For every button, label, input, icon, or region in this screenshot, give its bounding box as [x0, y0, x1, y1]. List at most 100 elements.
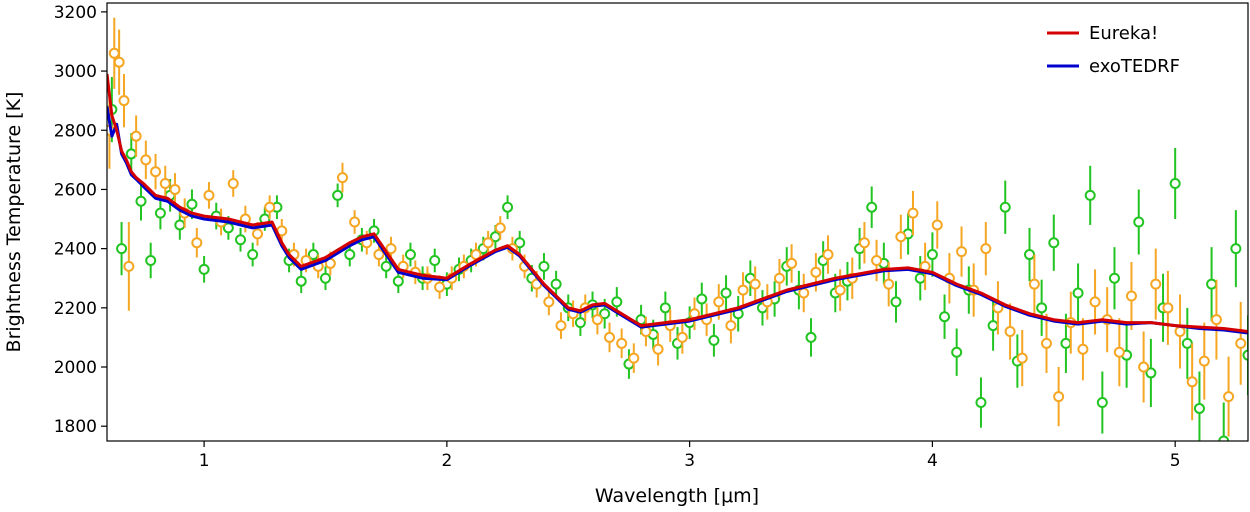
y-tick-label: 2000: [54, 358, 97, 378]
data-point: [980, 243, 992, 255]
data-point: [713, 296, 725, 308]
data-point: [1048, 237, 1060, 249]
data-point: [987, 320, 999, 332]
y-tick-label: 3000: [54, 62, 97, 82]
data-point: [749, 278, 761, 290]
data-point: [1016, 352, 1028, 364]
data-point: [907, 207, 919, 219]
data-point: [1230, 243, 1242, 255]
data-point: [798, 287, 810, 299]
data-point: [1218, 435, 1230, 441]
data-point: [1053, 391, 1065, 403]
data-point: [125, 148, 137, 160]
series-line-eureka: [107, 73, 1248, 333]
data-point: [834, 284, 846, 296]
data-point: [1138, 361, 1150, 373]
legend: Eureka! exoTEDRF: [1047, 23, 1180, 77]
y-tick-label: 2800: [54, 121, 97, 141]
data-point: [1145, 367, 1157, 379]
data-point: [914, 272, 926, 284]
data-point: [890, 296, 902, 308]
data-point: [332, 189, 344, 201]
data-point: [118, 95, 130, 107]
data-point: [116, 243, 128, 255]
data-point: [1036, 302, 1048, 314]
data-point: [866, 201, 878, 213]
data-point: [295, 275, 307, 287]
data-point: [737, 284, 749, 296]
data-point: [1084, 189, 1096, 201]
data-point: [150, 166, 162, 178]
legend-label-eureka: Eureka!: [1089, 23, 1158, 44]
data-point: [1223, 391, 1235, 403]
data-point: [494, 222, 506, 234]
data-point: [1125, 290, 1137, 302]
data-point: [145, 254, 157, 266]
data-point: [108, 47, 120, 59]
data-point: [1024, 249, 1036, 261]
y-tick-label: 2600: [54, 180, 97, 200]
data-point: [611, 296, 623, 308]
data-point: [591, 314, 603, 326]
data-point: [1235, 337, 1247, 349]
data-point: [786, 257, 798, 269]
x-tick-label: 1: [199, 451, 210, 471]
data-point: [1181, 337, 1193, 349]
data-point: [349, 216, 361, 228]
data-point: [659, 302, 671, 314]
data-point: [174, 219, 186, 231]
data-point: [939, 311, 951, 323]
data-point: [1198, 355, 1210, 367]
data-point: [434, 281, 446, 293]
data-point: [1096, 397, 1108, 409]
data-point: [344, 249, 356, 261]
data-point: [1133, 216, 1145, 228]
data-points-layer: [107, 17, 1248, 441]
data-point: [169, 183, 181, 195]
data-point: [538, 260, 550, 272]
data-point: [975, 397, 987, 409]
data-point: [822, 249, 834, 261]
y-axis-label: Brightness Temperature [K]: [3, 92, 25, 353]
series-line-exotedrf: [107, 106, 1248, 335]
data-point: [628, 352, 640, 364]
data-point: [1206, 278, 1218, 290]
x-tick-label: 4: [927, 451, 938, 471]
data-point: [159, 178, 171, 190]
data-point: [999, 201, 1011, 213]
data-point: [373, 249, 385, 261]
data-point: [113, 56, 125, 68]
x-axis-ticks: 1 2 3 4 5: [199, 441, 1181, 471]
data-point: [1041, 337, 1053, 349]
data-point: [805, 331, 817, 343]
y-tick-label: 2400: [54, 240, 97, 260]
data-point: [135, 195, 147, 207]
data-point: [319, 272, 331, 284]
data-point: [429, 254, 441, 266]
data-point: [895, 231, 907, 243]
data-point: [235, 234, 247, 246]
data-point: [186, 198, 198, 210]
data-point: [1077, 343, 1089, 355]
data-point: [676, 331, 688, 343]
data-point: [599, 308, 611, 320]
data-point: [1210, 314, 1222, 326]
data-point: [555, 320, 567, 332]
data-point: [1004, 326, 1016, 337]
data-point: [616, 337, 628, 349]
legend-label-exotedrf: exoTEDRF: [1089, 56, 1180, 77]
data-point: [773, 272, 785, 284]
x-tick-label: 3: [684, 451, 695, 471]
data-point: [1113, 346, 1125, 358]
data-point: [1108, 272, 1120, 284]
data-point: [810, 266, 822, 278]
plot-frame: [106, 2, 1249, 442]
data-point: [1162, 302, 1174, 314]
data-point: [392, 275, 404, 287]
data-point: [956, 246, 968, 258]
data-point: [123, 260, 135, 272]
y-tick-label: 1800: [54, 417, 97, 437]
data-point: [871, 254, 883, 266]
data-point: [652, 343, 664, 355]
